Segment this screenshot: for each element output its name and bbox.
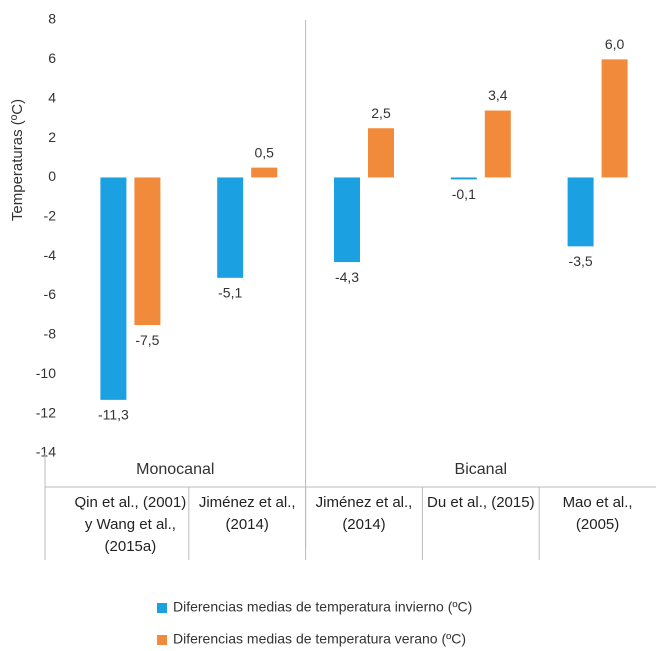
value-label: -4,3 xyxy=(335,269,359,285)
bar xyxy=(567,177,594,247)
x-tick-label: Jiménez et al., (2014) xyxy=(198,494,296,533)
value-label: 2,5 xyxy=(371,105,391,121)
value-label: -0,1 xyxy=(452,186,476,202)
value-label: 6,0 xyxy=(605,36,625,52)
legend-swatch xyxy=(157,635,167,645)
legend-label: Diferencias medias de temperatura invier… xyxy=(173,599,472,615)
y-tick-label: -6 xyxy=(44,286,57,302)
bar xyxy=(484,110,511,178)
y-axis-label: Temperaturas (ºC) xyxy=(9,99,26,221)
y-tick-label: 4 xyxy=(48,89,56,105)
bar xyxy=(450,177,477,180)
legend-swatch xyxy=(157,603,167,613)
bar xyxy=(217,177,244,278)
y-tick-label: -2 xyxy=(44,208,57,224)
bar xyxy=(368,128,394,178)
y-tick-label: 8 xyxy=(48,11,56,27)
y-tick-label: 0 xyxy=(48,168,56,184)
value-label: -7,5 xyxy=(135,332,159,348)
x-tick-label: Mao et al., (2005) xyxy=(562,494,633,533)
value-label: -5,1 xyxy=(218,285,242,301)
y-tick-label: 6 xyxy=(48,50,56,66)
bar xyxy=(601,59,628,178)
group-label: Monocanal xyxy=(136,461,214,478)
y-tick-label: -8 xyxy=(44,326,57,342)
y-tick-label: -4 xyxy=(44,247,57,263)
group-label: Bicanal xyxy=(455,461,507,478)
legend-label: Diferencias medias de temperatura verano… xyxy=(173,631,466,647)
y-tick-label: -10 xyxy=(36,365,56,381)
value-label: 3,4 xyxy=(488,87,508,103)
value-label: 0,5 xyxy=(254,144,274,160)
y-tick-label: 2 xyxy=(48,129,56,145)
bar xyxy=(100,177,127,400)
x-tick-label: Du et al., (2015) xyxy=(427,494,535,511)
value-label: -3,5 xyxy=(569,253,593,269)
y-tick-label: -12 xyxy=(36,404,56,420)
x-tick-label: Jiménez et al., (2014) xyxy=(315,494,413,533)
bar xyxy=(334,177,360,263)
value-label: -11,3 xyxy=(98,407,129,423)
bar xyxy=(134,177,161,326)
bar xyxy=(251,167,278,178)
x-tick-label: Qin et al., (2001) y Wang et al., (2015a… xyxy=(74,494,187,555)
y-tick-label: -14 xyxy=(36,444,56,460)
